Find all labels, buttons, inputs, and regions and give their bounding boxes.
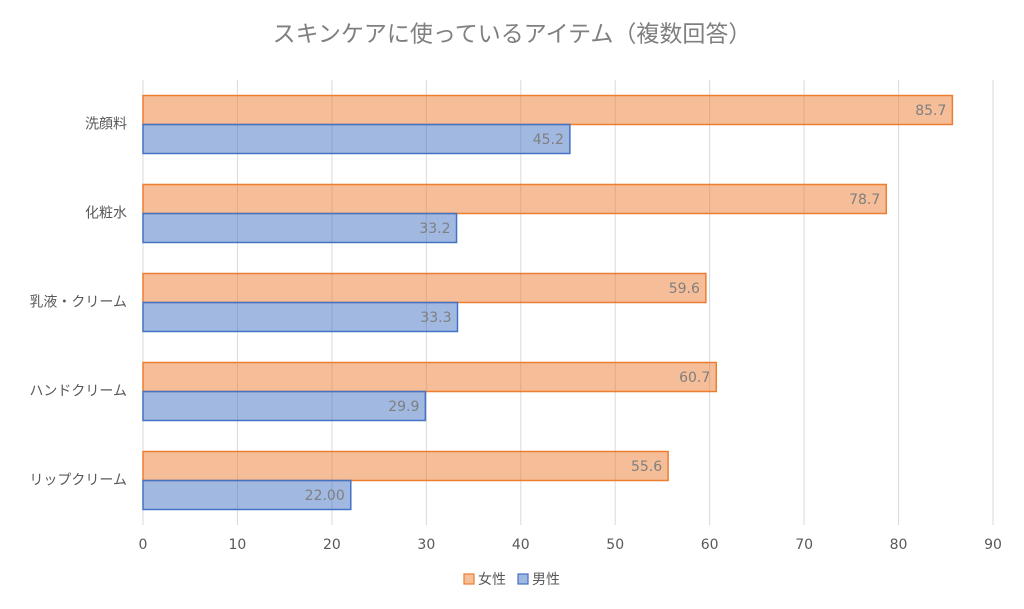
x-tick-label: 0 [139,537,148,553]
bar [142,361,718,393]
value-label: 45.2 [533,132,564,148]
x-tick-label: 80 [890,537,908,553]
value-label: 33.2 [419,221,450,237]
y-tick-label: 乳液・クリーム [29,295,127,311]
value-label: 85.7 [915,103,946,119]
value-label: 78.7 [849,192,880,208]
bar [142,94,954,126]
value-label: 59.6 [669,281,700,297]
value-label: 55.6 [631,459,662,475]
bar [142,272,707,304]
legend-label: 女性 [478,571,506,588]
legend-label: 男性 [532,572,560,588]
chart-title: スキンケアに使っているアイテム（複数回答） [273,22,752,48]
bar [142,479,352,511]
value-label: 33.3 [420,310,451,326]
legend-swatch [463,573,475,585]
bar [142,301,459,333]
y-tick-label: ハンドクリーム [29,384,127,400]
bar [142,123,571,155]
bar [142,450,669,482]
value-label: 60.7 [679,370,710,386]
legend-swatch [517,573,529,585]
y-tick-label: 化粧水 [85,206,127,222]
x-tick-label: 20 [323,537,341,553]
x-tick-label: 90 [984,537,1002,553]
y-tick-label: 洗顔料 [85,117,127,133]
x-tick-label: 30 [417,537,435,553]
x-tick-label: 60 [701,537,719,553]
y-tick-label: リップクリーム [29,473,127,489]
bar [142,212,458,244]
value-label: 29.9 [388,399,419,415]
x-tick-label: 50 [606,537,624,553]
legend: 女性 男性 [463,571,560,588]
x-tick-label: 40 [512,537,530,553]
x-tick-label: 70 [795,537,813,553]
bar [142,390,427,422]
value-label: 22.00 [305,488,345,504]
x-tick-label: 10 [229,537,247,553]
bar [142,183,888,215]
